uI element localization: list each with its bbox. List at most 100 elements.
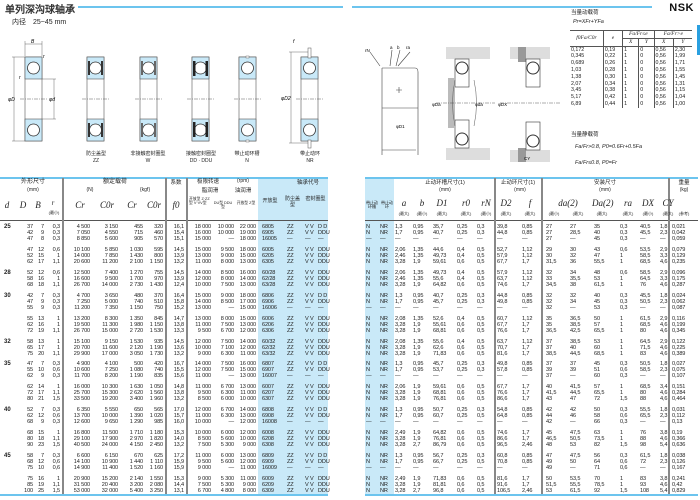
cell: 905 xyxy=(134,236,143,242)
cell: N xyxy=(366,327,370,334)
cell: 90 xyxy=(27,442,33,449)
cell: 13,2 xyxy=(173,442,184,449)
cell: 1 550 xyxy=(149,475,163,482)
cell: 455 xyxy=(134,224,143,230)
cell: V V xyxy=(305,390,314,397)
page-title: 单列深沟球轴承 xyxy=(5,5,75,16)
cell: 46 xyxy=(570,413,576,420)
cell: 0,25 xyxy=(457,298,468,305)
cell: 14,0 xyxy=(173,436,184,443)
cell: 15 200 xyxy=(101,475,118,482)
cell: 63 xyxy=(594,430,600,437)
cell: 16 xyxy=(38,321,44,328)
cell: 9 500 xyxy=(197,327,211,334)
cell: 1,8 xyxy=(660,361,668,368)
load-cell: 1,71 xyxy=(674,60,686,67)
cell: 37 xyxy=(27,224,33,230)
cell: 0,5 xyxy=(477,281,485,288)
cell: — xyxy=(228,419,235,426)
cell: 7 100 xyxy=(220,344,234,351)
hdr-D1-max: (最大) xyxy=(436,211,448,216)
cell: 55,6 xyxy=(433,275,444,282)
cell: 1,9 xyxy=(413,344,421,351)
cell: 6805 xyxy=(262,224,274,230)
cell: 36,5 xyxy=(546,327,557,334)
cell: 37 xyxy=(546,344,552,351)
cell: DDU xyxy=(318,384,330,391)
load-cell: 0 xyxy=(638,87,655,95)
cell: 62/28 xyxy=(262,275,276,282)
cell: 72 xyxy=(640,459,646,465)
cell: 67,7 xyxy=(497,258,508,265)
hdr-da: da(2) xyxy=(558,198,578,208)
cell: 6809 xyxy=(262,453,274,459)
index-tab[interactable] xyxy=(697,25,700,55)
cell: — xyxy=(287,373,293,380)
cell: 27 xyxy=(546,224,552,230)
cell: 68,81 xyxy=(433,327,447,334)
cell: ZZ xyxy=(287,281,294,288)
cell: 10 000 xyxy=(101,413,118,420)
cell: 0,85 xyxy=(522,407,533,414)
cell: 1,1 xyxy=(52,390,60,397)
load-cell: 0 xyxy=(638,66,655,74)
sym-da: φda xyxy=(475,102,483,107)
dd-bearing-section xyxy=(186,56,215,142)
cell: 80 xyxy=(640,327,646,334)
cell: — xyxy=(380,373,386,380)
cell: 0,6 xyxy=(620,465,628,471)
cell: 68,5 xyxy=(640,321,651,328)
cell: NR xyxy=(380,246,388,253)
cell: 45,5 xyxy=(640,292,651,299)
cell: 12 xyxy=(38,413,44,420)
cell: N xyxy=(366,430,370,437)
cell: NR xyxy=(380,407,388,414)
cell: 0,5 xyxy=(477,258,485,265)
cell: 61,5 xyxy=(640,453,651,459)
cell: 5 550 xyxy=(104,407,118,414)
cell: V V xyxy=(305,350,314,357)
hdr-Da: Da(2) xyxy=(592,198,614,208)
cell: 66,7 xyxy=(433,459,444,465)
cell: 1,7 xyxy=(395,413,403,420)
load-row: 0,345 0,22 1 0 0,56 1,99 xyxy=(570,53,692,61)
hdr-D1: D1 xyxy=(436,198,448,208)
table-bottom-rule xyxy=(0,494,328,496)
load-cell: 0,56 xyxy=(654,60,674,67)
table-row: 42 7 0,3 4 700 3 650 480 370 16,4 15 000 9 000 18 … xyxy=(0,293,700,299)
table-row: 75 20 1,1 29 900 17 000 3 050 1 730 13,2 9 000 6 … xyxy=(0,351,700,357)
cell: 9 000 xyxy=(197,475,211,482)
table-row: — — — — — — — — — 49 — 71 0,6 — — 0,167 xyxy=(0,465,700,471)
cell: — xyxy=(318,465,324,471)
cell: 41,5 xyxy=(570,384,581,391)
cell: 7 xyxy=(41,292,44,299)
cell: NR xyxy=(380,315,388,322)
cell: V V xyxy=(305,315,314,322)
table-row: 42 9 0,3 7 050 4 550 715 460 15,4 16 000 10 000 19… xyxy=(0,230,700,236)
cell: 85 xyxy=(27,481,33,488)
cell: 1 080 xyxy=(129,367,143,374)
cell: 11 500 xyxy=(102,430,118,437)
cell: 4 800 xyxy=(220,487,234,494)
cell: 71,83 xyxy=(433,475,447,482)
cell: 11 000 xyxy=(195,258,211,265)
cell: 31,5 xyxy=(546,258,557,265)
cell: N xyxy=(366,344,370,351)
cell: 1,5 xyxy=(620,396,628,403)
cell: 1,35 xyxy=(413,338,424,345)
load-cell: 0,56 xyxy=(654,53,674,61)
cell: 570 xyxy=(154,236,163,242)
cell: ZZ xyxy=(287,338,294,345)
cell: 0,3 xyxy=(52,419,60,426)
cell: 47 xyxy=(594,252,600,259)
col-y: Y xyxy=(638,38,655,47)
cell: 41,5 xyxy=(546,390,557,397)
load-cell: 0,56 xyxy=(654,94,674,101)
cell: DDU xyxy=(318,327,330,334)
cell: 27 xyxy=(570,224,576,230)
cell: 8 000 xyxy=(220,258,234,265)
cell: 13 xyxy=(38,338,44,345)
header-rule xyxy=(352,6,652,8)
hdr-D2-max: (最大) xyxy=(500,211,512,216)
cell: 0,3 xyxy=(52,361,60,368)
